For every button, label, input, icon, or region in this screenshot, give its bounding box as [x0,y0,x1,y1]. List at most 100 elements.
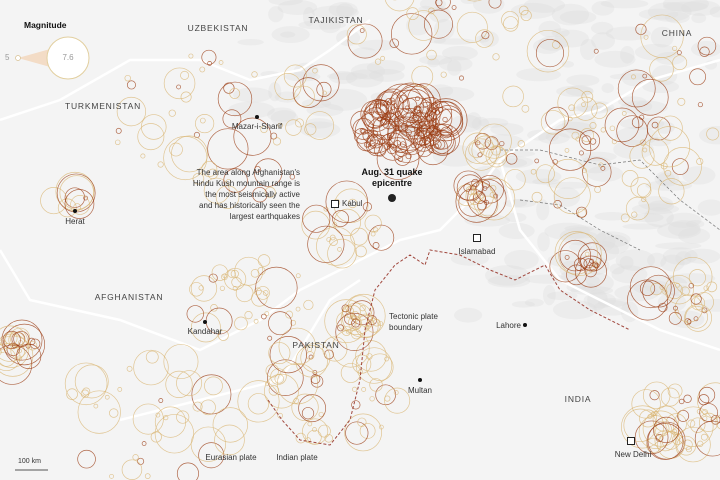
terrain-patch [538,20,561,38]
earthquake-circle [150,431,162,443]
earthquake-circle [651,121,659,129]
earthquake-circle [190,312,221,343]
terrain-patch [645,180,693,191]
terrain-patch [609,73,655,81]
earthquake-circle [335,312,374,352]
plate-boundary-line [267,249,631,446]
earthquake-circle [458,75,464,81]
earthquake-circle [696,409,702,414]
earthquake-circle [594,186,602,194]
terrain-patch [650,26,674,48]
earthquake-circle [456,11,488,43]
terrain-patch [662,247,698,265]
earthquake-circle [677,97,686,106]
earthquake-circle [115,139,121,146]
earthquake-circle [264,373,299,409]
earthquake-circle [679,398,685,405]
earthquake-circle [352,354,372,374]
terrain-patch [655,51,686,65]
earthquake-circle [412,137,419,144]
earthquake-circle [176,410,190,424]
terrain-patch [329,70,358,84]
earthquake-circle [697,102,703,108]
terrain-patch [619,100,668,115]
terrain-patch [691,12,707,24]
earthquake-circle [654,430,676,452]
earthquake-circle [653,416,680,443]
earthquake-circle [316,226,356,266]
earthquake-circle [109,408,119,418]
terrain-patch [233,87,273,103]
earthquake-circle [477,195,499,217]
earthquake-circle [0,349,2,355]
city-herat: Herat [65,217,85,226]
earthquake-circle [256,286,270,300]
earthquake-circle [465,138,498,171]
city-dot-mazar [255,115,259,119]
earthquake-circle [698,386,716,404]
earthquake-circle [579,130,600,152]
earthquake-circle [652,411,658,417]
earthquake-circle [237,380,280,423]
earthquake-circle [74,364,109,399]
earthquake-circle [198,442,225,469]
earthquake-circle [270,368,287,385]
earthquake-circle [625,196,650,221]
earthquake-circle [115,127,122,134]
earthquake-circle [291,393,319,421]
earthquake-circle [683,394,692,403]
terrain-patch [454,307,483,323]
city-multan: Multan [407,386,433,395]
earthquake-circle [502,85,524,108]
earthquake-circle [558,232,602,276]
earthquake-circle [83,195,88,201]
earthquake-circle [676,435,697,456]
earthquake-circle [490,145,502,156]
earthquake-circle [326,237,332,243]
earthquake-circle [690,293,702,305]
terrain-patch [368,68,405,82]
earthquake-circle [394,85,437,129]
earthquake-circle [199,117,206,124]
earthquake-circle [137,123,165,151]
terrain-patch [578,156,613,174]
city-dot-lahore [523,323,527,327]
earthquake-circle [70,195,90,215]
earthquake-circle [144,473,151,479]
earthquake-circle [365,133,389,157]
earthquake-circle [621,170,639,187]
terrain-patch [647,1,692,22]
earthquake-circle [383,143,391,151]
terrain-patch [267,107,297,122]
city-mazar: Mazar-i-Sharif [231,122,283,131]
terrain-patch [472,0,505,14]
earthquake-circle [419,97,443,121]
earthquake-circle [295,432,307,444]
terrain-patch [515,168,562,185]
earthquake-circle [664,274,694,305]
earthquake-circle [348,315,362,330]
terrain-patch [302,7,315,27]
earthquake-circle [368,224,395,251]
terrain-patch [428,36,446,44]
earthquake-circle [341,304,350,313]
terrain-patch [319,16,342,34]
earthquake-circle [407,83,441,117]
plate-boundary-label: Tectonic plate boundary [389,312,438,332]
earthquake-circle [261,313,267,320]
earthquake-circle [93,403,99,409]
earthquake-circle [488,0,502,9]
earthquake-circle [451,5,457,10]
earthquake-circle [667,383,683,399]
earthquake-circle [462,132,494,164]
capital-marker-kabul [331,200,339,208]
earthquake-circle [571,131,580,140]
terrain-patch [586,165,624,182]
earthquake-circle [697,382,720,419]
earthquake-circle [64,189,95,219]
terrain-patch [551,3,590,26]
earthquake-circle [540,110,566,135]
earthquake-circle [405,153,412,160]
terrain-patch [614,284,660,302]
terrain-patch [328,2,358,18]
